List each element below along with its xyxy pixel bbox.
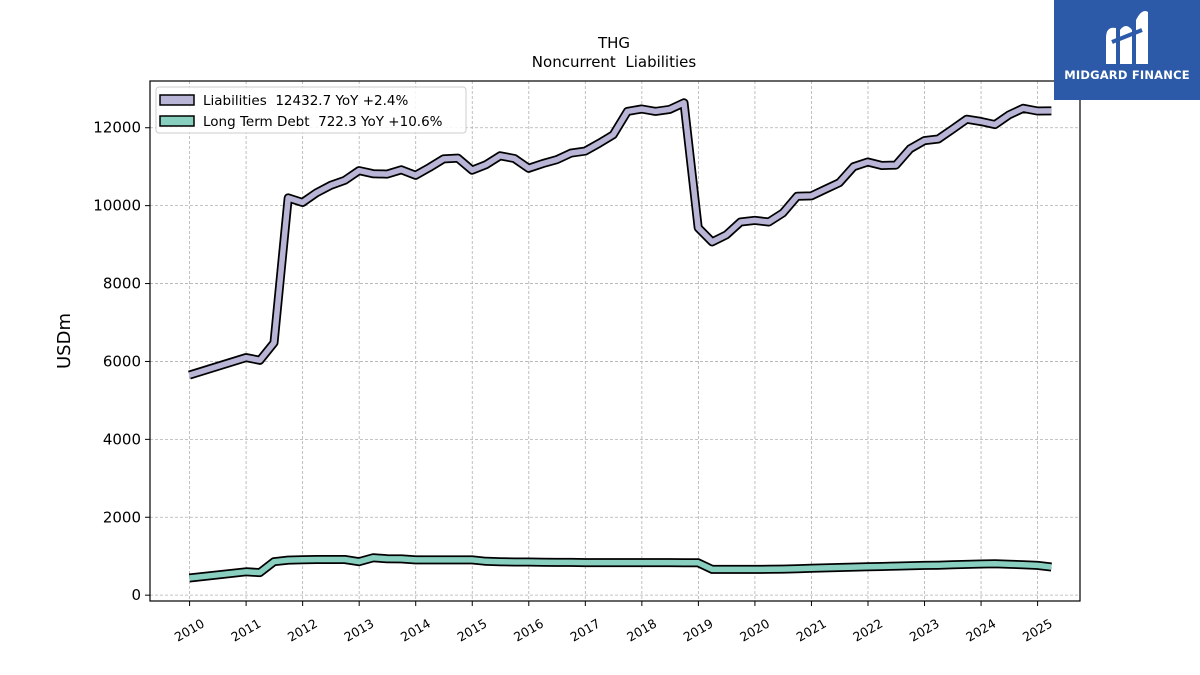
x-tick-label: 2016 — [511, 616, 546, 645]
y-tick-label: 12000 — [93, 119, 141, 137]
series-1 — [188, 553, 1052, 583]
x-tick-label: 2025 — [1020, 616, 1055, 645]
y-tick-label: 10000 — [93, 197, 141, 215]
series-0 — [188, 98, 1052, 380]
x-tick-label: 2012 — [285, 616, 320, 645]
x-tick-label: 2018 — [624, 616, 659, 645]
x-tick-label: 2011 — [228, 616, 263, 645]
series-line — [188, 100, 1052, 378]
x-tick-label: 2013 — [341, 616, 376, 645]
grid — [150, 81, 1080, 601]
chart-subtitle: Noncurrent Liabilities — [532, 53, 697, 71]
y-tick-label: 0 — [131, 586, 141, 604]
series-line — [189, 555, 1052, 581]
y-axis: 0 2000 4000 6000 8000 10000 12000 — [93, 119, 150, 604]
legend-swatch — [159, 115, 195, 127]
x-tick-label: 2024 — [963, 616, 998, 645]
x-tick-label: 2020 — [737, 616, 772, 645]
x-tick-label: 2014 — [398, 616, 433, 645]
brand-logo: MIDGARD FINANCE — [1054, 0, 1200, 100]
x-tick-label: 2015 — [454, 616, 489, 645]
y-tick-label: 4000 — [103, 430, 141, 448]
x-tick-label: 2017 — [568, 616, 603, 645]
x-tick-label: 2021 — [794, 616, 829, 645]
y-tick-label: 8000 — [103, 275, 141, 293]
legend-swatch — [159, 94, 195, 106]
y-axis-label: USDm — [54, 313, 75, 369]
x-tick-label: 2019 — [681, 616, 716, 645]
brand-name: MIDGARD FINANCE — [1064, 68, 1190, 82]
brand-logo-icon — [1106, 11, 1148, 64]
chart-title: THG — [597, 34, 630, 52]
series-layer — [188, 98, 1052, 583]
y-tick-label: 2000 — [103, 508, 141, 526]
legend-box — [155, 86, 467, 134]
x-tick-label: 2010 — [172, 616, 207, 645]
x-tick-label: 2022 — [850, 616, 885, 645]
legend-label: Liabilities 12432.7 YoY +2.4% — [203, 93, 408, 109]
plot-frame — [149, 80, 1081, 602]
legend-label: Long Term Debt 722.3 YoY +10.6% — [203, 114, 443, 130]
legend: Liabilities 12432.7 YoY +2.4% Long Term D… — [155, 86, 467, 134]
x-axis: 2010 2011 2012 2013 2014 2015 2016 2017 2018 2019… — [172, 601, 1055, 645]
y-tick-label: 6000 — [103, 352, 141, 370]
x-tick-label: 2023 — [907, 616, 942, 645]
